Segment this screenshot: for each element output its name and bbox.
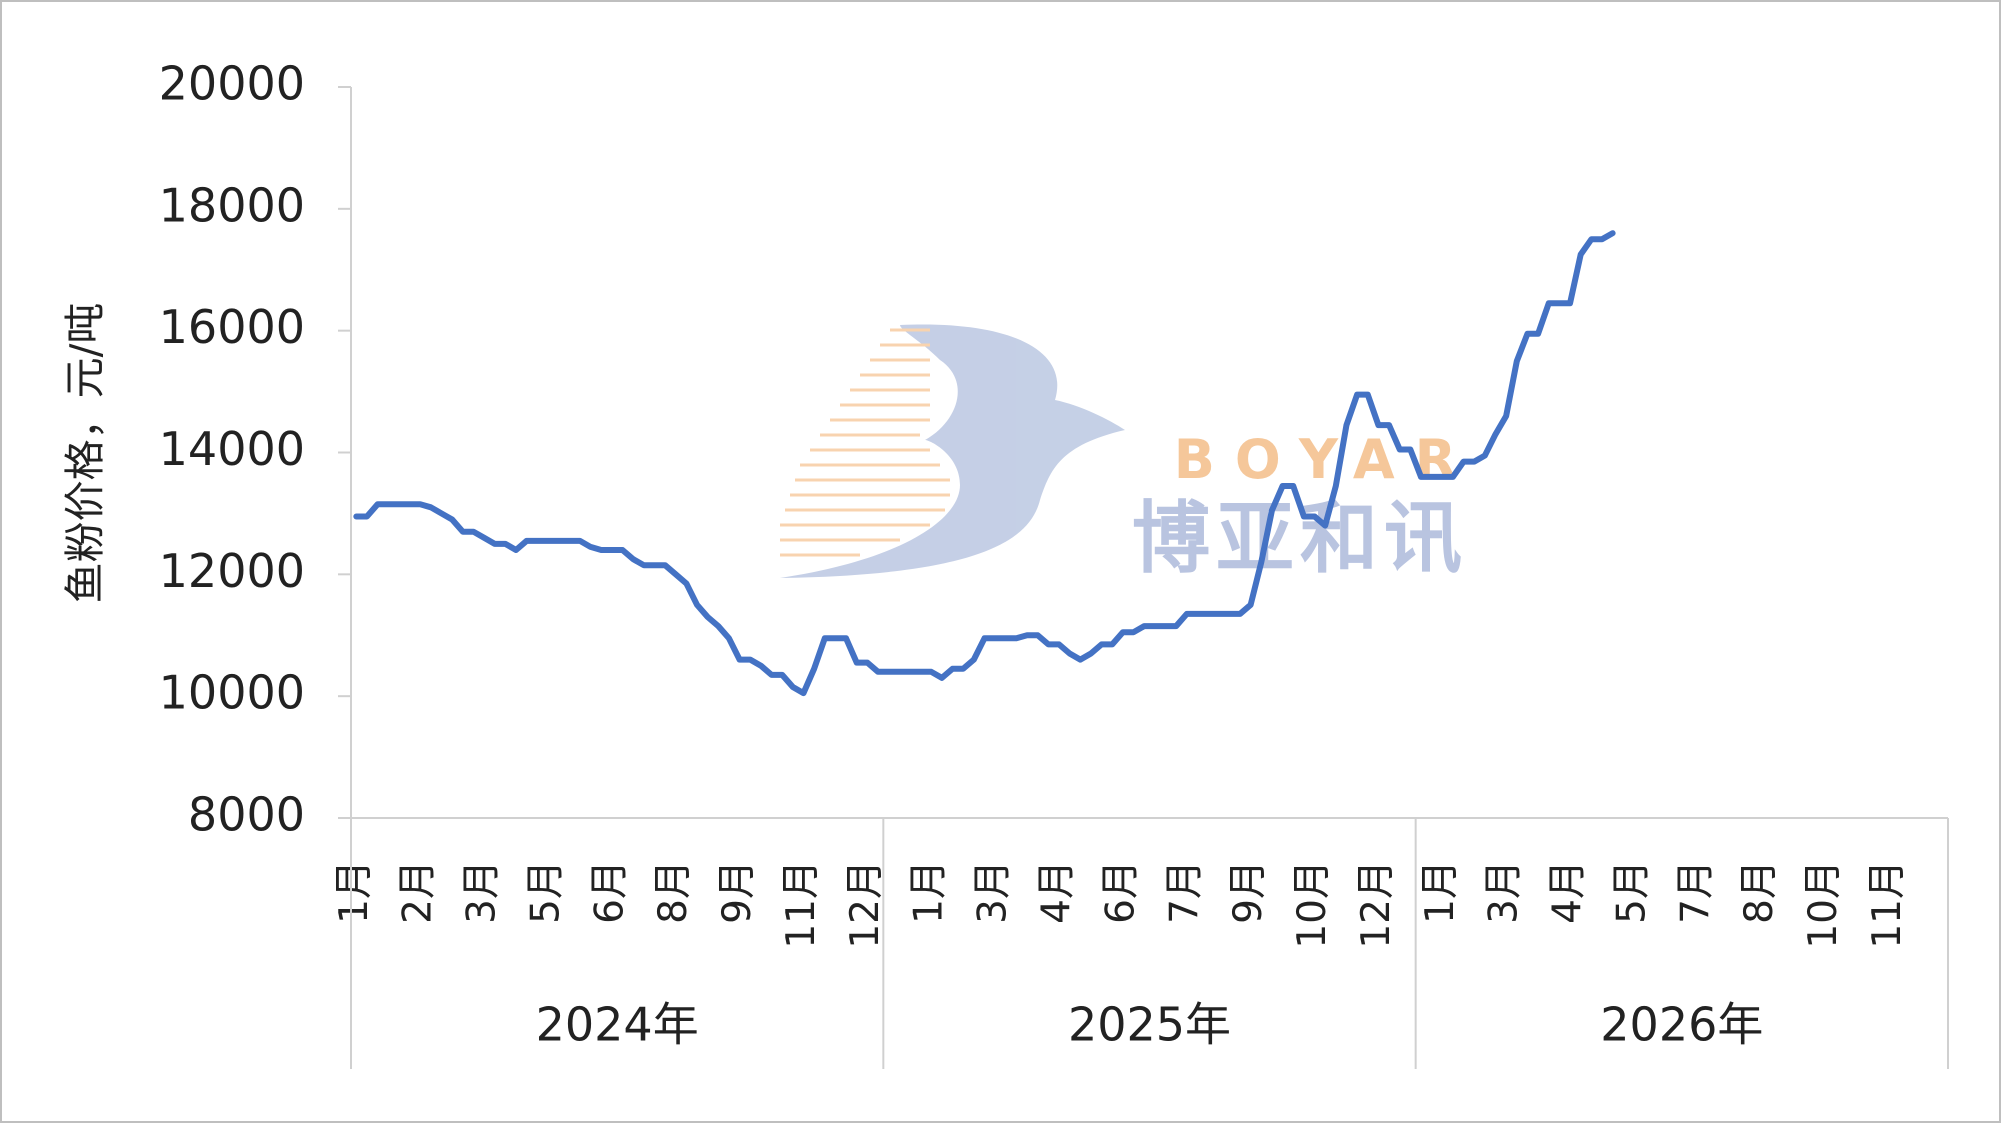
watermark-en: BOYAR	[1174, 428, 1476, 491]
y-tick-label: 12000	[159, 544, 305, 598]
x-tick-label: 12月	[843, 860, 888, 949]
y-tick-label: 10000	[159, 666, 305, 720]
x-tick-label: 5月	[523, 860, 568, 924]
x-tick-label: 8月	[1737, 860, 1782, 924]
x-tick-label: 6月	[587, 860, 632, 924]
x-tick-label: 6月	[1098, 860, 1143, 924]
x-group-label: 2026年	[1600, 998, 1763, 1052]
x-tick-label: 8月	[651, 860, 696, 924]
x-tick-label: 5月	[1609, 860, 1654, 924]
data-line	[353, 230, 1616, 697]
x-tick-label: 3月	[971, 860, 1016, 924]
y-tick-label: 20000	[159, 57, 305, 111]
y-tick-label: 16000	[159, 300, 305, 354]
x-tick-label: 4月	[1035, 860, 1080, 924]
x-tick-label: 3月	[460, 860, 505, 924]
x-tick-label: 12月	[1354, 860, 1399, 949]
x-tick-label: 1月	[332, 860, 377, 924]
x-tick-label: 1月	[1418, 860, 1463, 924]
x-tick-label: 9月	[715, 860, 760, 924]
y-tick-label: 18000	[159, 178, 305, 232]
y-tick-label: 14000	[159, 422, 305, 476]
x-tick-label: 7月	[1673, 860, 1718, 924]
watermark-logo	[780, 324, 1125, 578]
x-tick-label: 2月	[396, 860, 441, 924]
x-tick-label: 7月	[1162, 860, 1207, 924]
x-tick-label: 11月	[779, 860, 824, 949]
x-tick-label: 10月	[1801, 860, 1846, 949]
x-tick-label: 9月	[1226, 860, 1271, 924]
watermark-cn: 博亚和讯	[1132, 494, 1468, 584]
x-tick-label: 10月	[1290, 860, 1335, 949]
y-tick-label: 8000	[188, 788, 305, 842]
x-tick-label: 3月	[1482, 860, 1527, 924]
x-group-label: 2024年	[536, 998, 699, 1052]
x-tick-label: 4月	[1546, 860, 1591, 924]
x-tick-label: 11月	[1865, 860, 1910, 949]
y-axis-title: 鱼粉价格，元/吨	[61, 303, 109, 604]
x-tick-label: 1月	[907, 860, 952, 924]
x-group-label: 2025年	[1068, 998, 1231, 1052]
